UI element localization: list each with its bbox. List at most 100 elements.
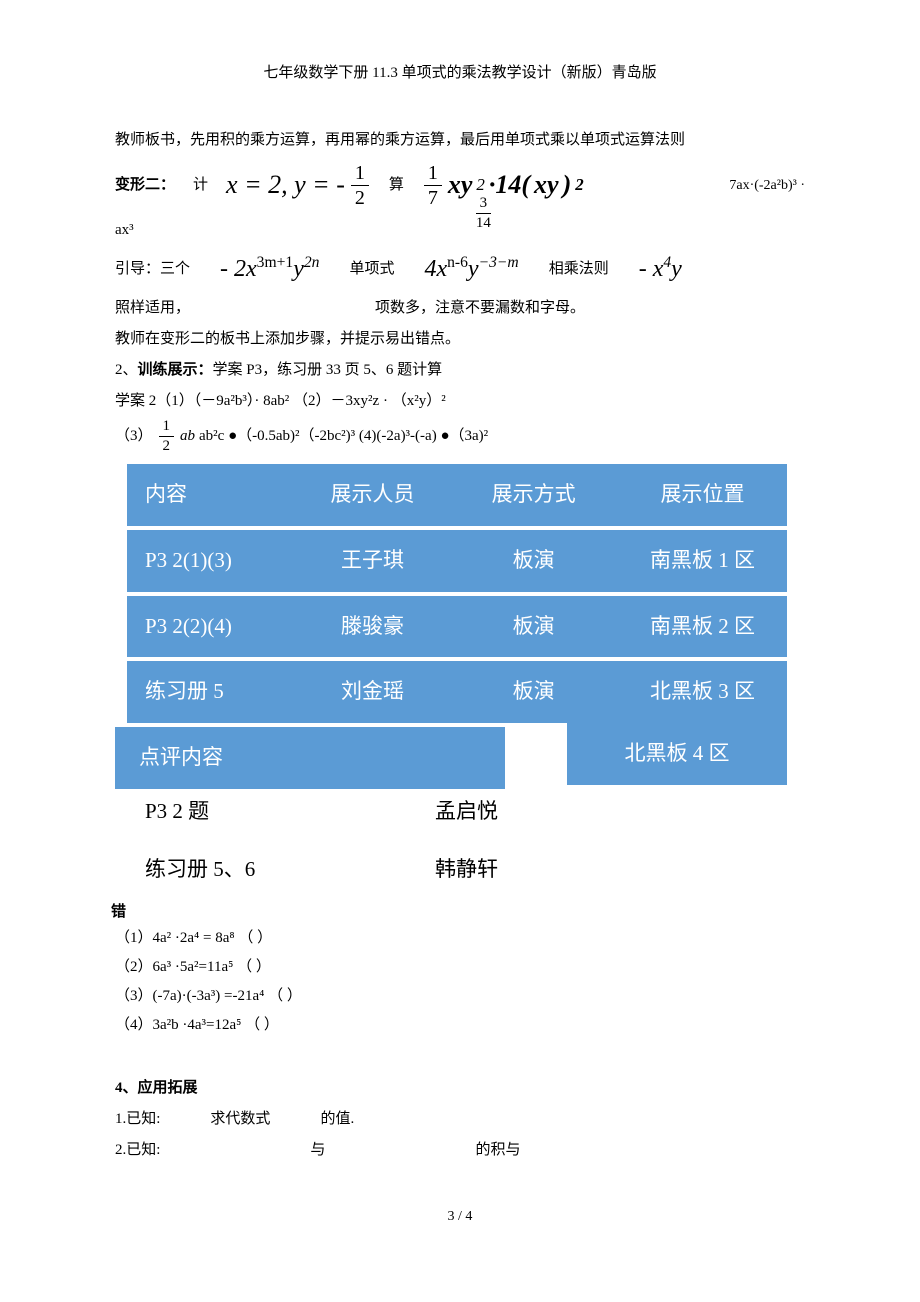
lead-c: 相乘法则: [549, 256, 609, 283]
eq2-frac: 1 7: [424, 163, 442, 208]
t2ys: −3−m: [479, 254, 519, 271]
p7-ab: ab: [180, 423, 195, 450]
p3a: 照样适用，: [115, 295, 375, 322]
p7-b: ab²c ●（-0.5ab)²（-2bc²)³ (4)(-2a)³-(-a) ●…: [199, 423, 488, 450]
r2c2: 板演: [449, 661, 618, 723]
eq-product: 1 7 xy2 ·14(xy)2 3 14: [422, 162, 584, 209]
t3y: y: [671, 256, 682, 282]
r1c0: P3 2(2)(4): [127, 596, 296, 658]
p5-rest: 学案 P3，练习册 33 页 5、6 题计算: [213, 362, 443, 378]
overlay-left: 点评内容: [115, 727, 505, 789]
app1a: 1.已知:: [115, 1106, 160, 1133]
para-6: 学案 2（1）（－9a²b³）· 8ab² （2）－3xy²z · （x²y）²: [115, 388, 805, 415]
lead-term2: 4xn-6y−3−m: [424, 248, 518, 291]
app1c: 的值.: [320, 1106, 354, 1133]
hdr-content: 内容: [127, 464, 296, 526]
t3s: 4: [663, 254, 671, 271]
eq2-xy: xy: [448, 162, 473, 209]
table-row: P3 2(2)(4) 滕骏豪 板演 南黑板 2 区: [127, 596, 787, 658]
eq2-sup2: 2: [575, 170, 583, 200]
section-4: 4、应用拓展: [115, 1075, 805, 1102]
r2c3: 北黑板 3 区: [618, 661, 787, 723]
marginal-wrap: 错: [115, 909, 805, 923]
app-1: 1.已知: 求代数式 的值.: [115, 1106, 805, 1133]
var2-label-a: 变形二：: [115, 172, 175, 199]
app1b: 求代数式: [210, 1106, 270, 1133]
p7-frac: 1 2: [159, 419, 175, 454]
tf-2: （2）6a³ ·5a²=11a⁵ （ ）: [115, 954, 805, 981]
app2c: 的积与: [475, 1137, 520, 1164]
overlay-row: 点评内容 北黑板 4 区: [127, 727, 787, 783]
eq-assign: x = 2, y = - 1 2: [226, 162, 371, 209]
t2s: n-6: [447, 254, 468, 271]
marginal-char: 错: [111, 899, 126, 926]
eq1-lhs: x = 2, y = -: [226, 162, 345, 209]
eq2-dot: ·14(: [489, 162, 530, 209]
small-frac: 3 14: [472, 196, 495, 231]
eq1-den: 2: [351, 186, 369, 208]
table-row: P3 2(1)(3) 王子琪 板演 南黑板 1 区: [127, 530, 787, 592]
var2-calc-a: 计: [193, 172, 208, 199]
t3: - x: [639, 256, 664, 282]
p3b: 项数多，注意不要漏数和字母。: [375, 295, 585, 322]
var2-calc-b: 算: [389, 172, 404, 199]
overlay-right: 北黑板 4 区: [567, 723, 787, 785]
pr0c0: P3 2 题: [145, 793, 435, 831]
para-ax3: ax³: [115, 217, 805, 244]
variation-2-line: 变形二： 计 x = 2, y = - 1 2 算 1 7 xy2 ·14(xy…: [115, 162, 805, 209]
para-5: 2、训练展示：学案 P3，练习册 33 页 5、6 题计算: [115, 357, 805, 384]
page-header: 七年级数学下册 11.3 单项式的乘法教学设计（新版）青岛版: [115, 60, 805, 87]
r0c3: 南黑板 1 区: [618, 530, 787, 592]
eq2-close: ): [563, 162, 572, 209]
eq2-den: 7: [424, 186, 442, 208]
p7n: 1: [159, 419, 175, 437]
tf-3: （3）(-7a)·(-3a³) =-21a⁴ （ ）: [115, 983, 805, 1010]
p7-a: （3）: [115, 423, 153, 450]
lead-term3: - x4y: [639, 248, 682, 291]
lead-term1: - 2x3m+1y2n: [220, 248, 319, 291]
tf-1: （1）4a² ·2a⁴ = 8a⁸ （ ）: [115, 925, 805, 952]
lead-b: 单项式: [349, 256, 394, 283]
hdr-mode: 展示方式: [449, 464, 618, 526]
p7d: 2: [159, 437, 175, 454]
t1y: y: [293, 256, 304, 282]
para-4: 教师在变形二的板书上添加步骤，并提示易出错点。: [115, 326, 805, 353]
hdr-loc: 展示位置: [618, 464, 787, 526]
app2a: 2.已知:: [115, 1137, 160, 1164]
sf-num: 3: [476, 196, 492, 214]
table-header-row: 内容 展示人员 展示方式 展示位置: [127, 464, 787, 526]
r2c1: 刘金瑶: [296, 661, 449, 723]
p5-bold: 训练展示：: [138, 362, 213, 378]
eq1-num: 1: [351, 163, 369, 186]
display-table: 内容 展示人员 展示方式 展示位置 P3 2(1)(3) 王子琪 板演 南黑板 …: [127, 464, 787, 899]
r1c3: 南黑板 2 区: [618, 596, 787, 658]
t1: - 2x: [220, 256, 257, 282]
app2b: 与: [310, 1137, 325, 1164]
eq2-xy2: xy: [534, 162, 559, 209]
pr0c1: 孟启悦: [435, 793, 635, 831]
lead-a: 引导：三个: [115, 256, 190, 283]
r0c0: P3 2(1)(3): [127, 530, 296, 592]
pr1c1: 韩静轩: [435, 851, 635, 889]
para-7: （3） 1 2 ab ab²c ●（-0.5ab)²（-2bc²)³ (4)(-…: [115, 419, 805, 454]
r1c2: 板演: [449, 596, 618, 658]
tf-4: （4）3a²b ·4a³=12a⁵ （ ）: [115, 1012, 805, 1039]
hdr-person: 展示人员: [296, 464, 449, 526]
pr1c0: 练习册 5、6: [145, 851, 435, 889]
t1s: 3m+1: [257, 254, 294, 271]
sf-den: 14: [472, 214, 495, 231]
p5-num: 2、: [115, 362, 138, 378]
plain-row: 练习册 5、6 韩静轩: [127, 841, 787, 899]
r1c1: 滕骏豪: [296, 596, 449, 658]
table-row: 练习册 5 刘金瑶 板演 北黑板 3 区: [127, 661, 787, 723]
var2-right: 7ax·(-2a²b)³ ·: [729, 173, 805, 198]
app-2: 2.已知: 与 的积与: [115, 1137, 805, 1164]
eq2-num: 1: [424, 163, 442, 186]
page-number: 3 / 4: [115, 1204, 805, 1229]
t2y: y: [468, 256, 479, 282]
t2: 4x: [424, 256, 447, 282]
r0c2: 板演: [449, 530, 618, 592]
lead-line: 引导：三个 - 2x3m+1y2n 单项式 4xn-6y−3−m 相乘法则 - …: [115, 248, 805, 291]
plain-row: P3 2 题 孟启悦: [127, 783, 787, 841]
para-3: 照样适用， 项数多，注意不要漏数和字母。: [115, 295, 805, 322]
